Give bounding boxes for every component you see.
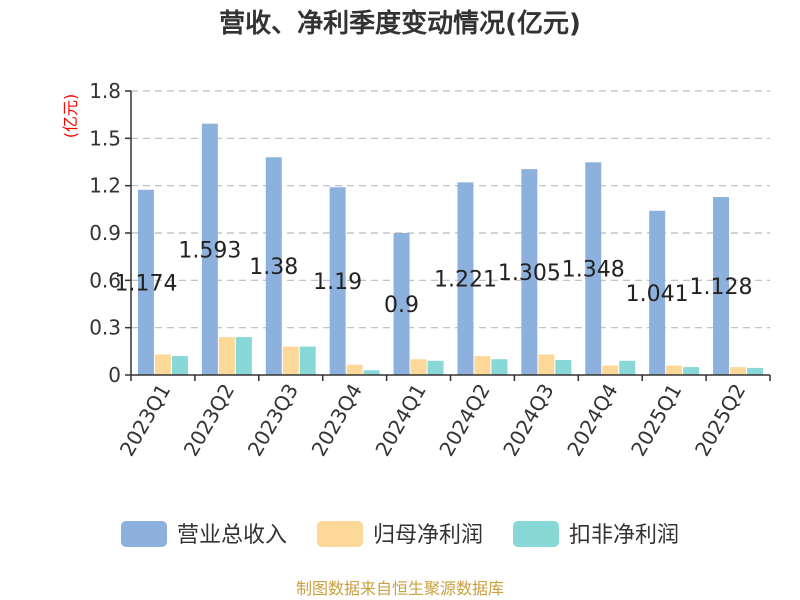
legend-label: 归母净利润 <box>373 523 483 548</box>
legend-swatch <box>121 521 167 547</box>
bar-2024Q1-1 <box>410 359 427 375</box>
data-label: 1.041 <box>626 282 689 307</box>
bar-2025Q2-2 <box>747 367 764 375</box>
x-tick-label: 2023Q3 <box>243 380 303 461</box>
data-label: 1.221 <box>434 268 497 293</box>
x-tick-label: 2023Q1 <box>115 380 175 461</box>
data-label: 1.348 <box>562 258 625 283</box>
y-tick-label: 1.8 <box>89 79 121 103</box>
y-axis-label: (亿元) <box>61 94 80 139</box>
bar-2024Q3-1 <box>538 354 555 375</box>
bar-2023Q2-2 <box>235 337 252 375</box>
bar-2023Q1-1 <box>154 354 171 375</box>
legend-swatch <box>317 521 363 547</box>
bar-2025Q2-1 <box>730 367 747 375</box>
bar-2024Q2-2 <box>491 359 508 375</box>
bar-2024Q3-2 <box>555 360 572 375</box>
data-label: 1.305 <box>498 261 561 286</box>
bar-2023Q3-2 <box>299 346 316 375</box>
bar-2023Q4-0 <box>329 187 346 375</box>
bar-2023Q4-2 <box>363 370 380 375</box>
data-label: 1.19 <box>313 270 362 295</box>
x-tick-label: 2024Q3 <box>498 380 558 461</box>
bar-2024Q1-0 <box>393 233 410 375</box>
source-note: 制图数据来自恒生聚源数据库 <box>296 579 504 598</box>
x-tick-label: 2025Q1 <box>626 380 686 461</box>
y-tick-label: 0 <box>108 363 121 387</box>
x-tick-label: 2024Q2 <box>434 380 494 461</box>
bar-2023Q1-0 <box>137 189 154 375</box>
bar-2024Q3-0 <box>521 169 538 375</box>
bar-2024Q2-0 <box>457 182 474 375</box>
y-tick-label: 0.9 <box>89 221 121 245</box>
y-tick-label: 1.2 <box>89 174 121 198</box>
bar-2023Q2-0 <box>201 123 218 375</box>
data-label: 0.9 <box>384 293 419 318</box>
x-tick-label: 2023Q2 <box>179 380 239 461</box>
x-ticks: 2023Q1 2023Q2 2023Q3 2023Q4 2024Q1 2024Q2 2024… <box>115 375 771 461</box>
bar-2024Q1-2 <box>427 360 444 375</box>
bar-2023Q3-0 <box>265 157 282 375</box>
y-tick-label: 0.3 <box>89 316 121 340</box>
data-label: 1.128 <box>690 275 753 300</box>
bar-2024Q2-1 <box>474 356 491 375</box>
data-label: 1.38 <box>249 255 298 280</box>
bar-2025Q1-2 <box>683 367 700 375</box>
legend: 营业总收入 归母净利润 扣非净利润 <box>121 521 679 548</box>
y-tick-label: 0.6 <box>89 268 121 292</box>
data-label: 1.593 <box>178 238 241 263</box>
chart-title: 营收、净利季度变动情况(亿元) <box>219 8 581 39</box>
x-tick-label: 2025Q2 <box>690 380 750 461</box>
bar-2025Q1-0 <box>649 210 666 375</box>
bars <box>137 123 764 375</box>
bar-2025Q2-0 <box>713 197 730 375</box>
y-tick-label: 1.5 <box>89 126 121 150</box>
legend-label: 扣非净利润 <box>569 523 679 548</box>
data-label: 1.174 <box>114 271 177 296</box>
bar-2024Q4-2 <box>619 360 636 375</box>
bar-2023Q4-1 <box>346 364 363 375</box>
y-ticks: 0 0.3 0.6 0.9 1.2 1.5 1.8 <box>89 79 131 387</box>
legend-swatch <box>513 521 559 547</box>
x-tick-label: 2024Q4 <box>562 380 622 461</box>
bar-2023Q3-1 <box>282 346 299 375</box>
bar-2024Q4-1 <box>602 365 619 375</box>
x-tick-label: 2024Q1 <box>370 380 430 461</box>
x-tick-label: 2023Q4 <box>307 380 367 461</box>
bar-2024Q4-0 <box>585 162 602 375</box>
bar-2023Q2-1 <box>218 337 235 375</box>
legend-label: 营业总收入 <box>177 523 287 548</box>
bar-2023Q1-2 <box>171 356 188 375</box>
bar-2025Q1-1 <box>666 365 683 375</box>
